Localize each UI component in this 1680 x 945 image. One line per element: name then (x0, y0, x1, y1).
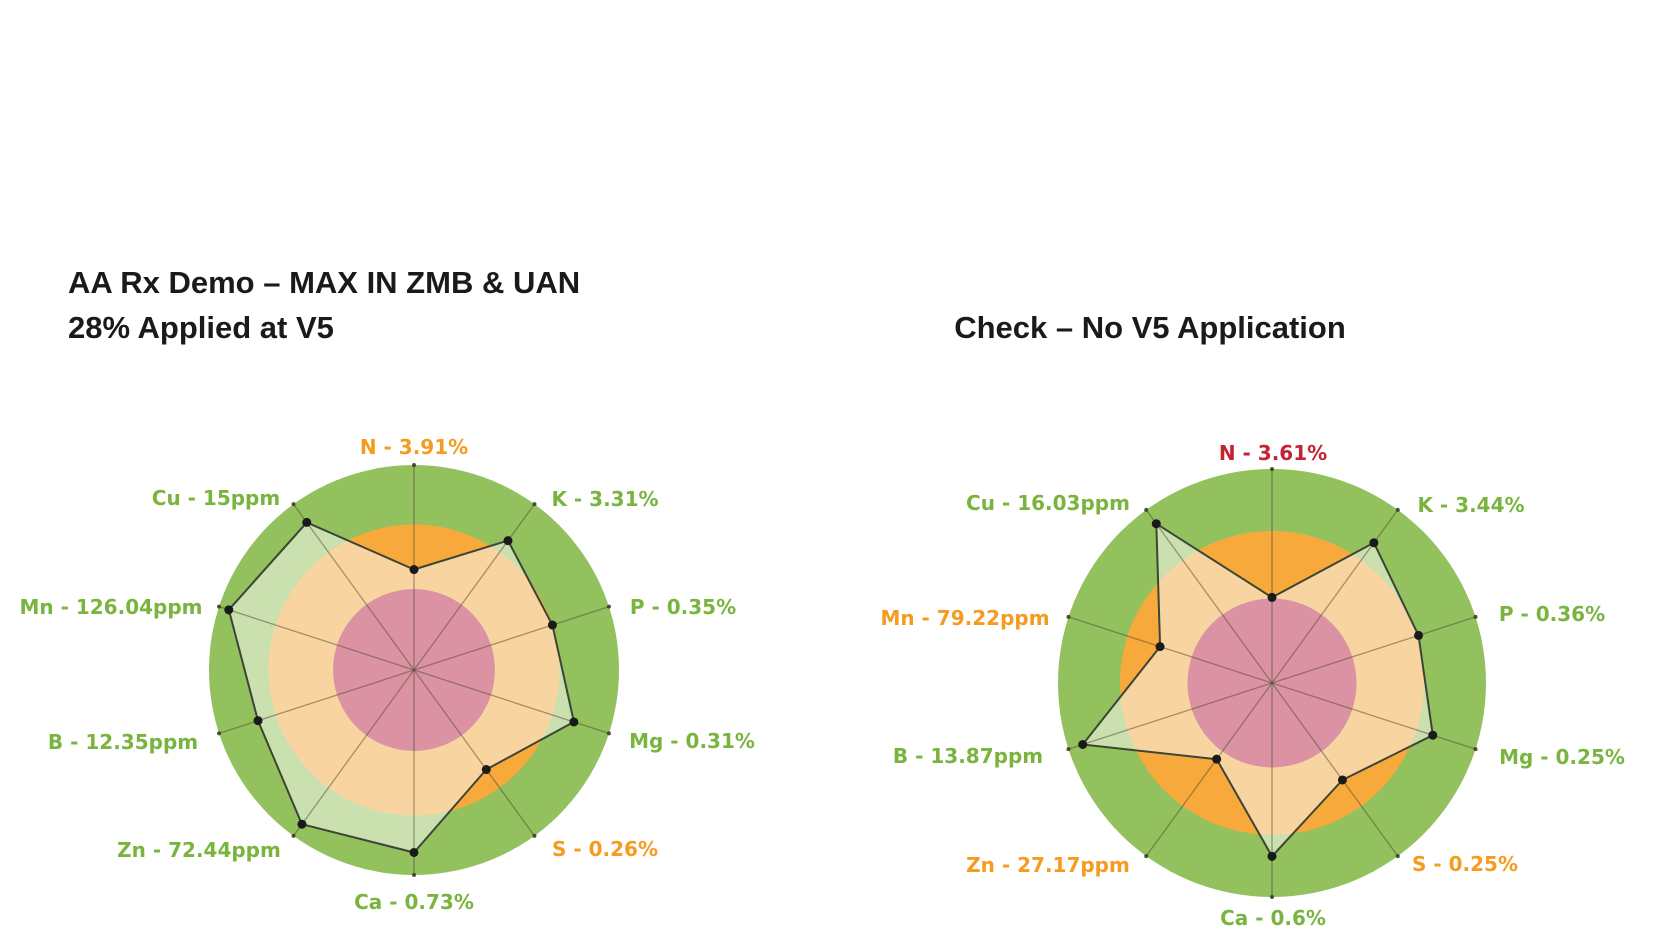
axis-tip-dot-k (1395, 507, 1400, 512)
axis-label-cu: Cu - 15ppm (152, 486, 280, 510)
axis-tip-dot-b (1066, 747, 1071, 752)
axis-tip-dot-cu (291, 502, 296, 507)
axis-spoke-s (1271, 682, 1399, 857)
axis-label-mg: Mg - 0.31% (629, 729, 755, 753)
left-chart-title: AA Rx Demo – MAX IN ZMB & UAN 28% Applie… (68, 260, 688, 350)
data-point-dot-mg (1428, 730, 1438, 740)
radar-chart-right: N - 3.61% K - 3.44% P - 0.36% Mg - 0.25% S -… (880, 441, 1624, 930)
left-chart-title-line1: AA Rx Demo – MAX IN ZMB & UAN (68, 265, 581, 300)
axis-tip-dot-s (1395, 854, 1400, 859)
axis-label-cu: Cu - 16.03ppm (966, 491, 1130, 515)
data-point-dot-n (409, 565, 419, 575)
data-point-dot-zn (1212, 754, 1222, 764)
radar-chart-left: N - 3.91% K - 3.31% P - 0.35% Mg - 0.31% S -… (19, 435, 754, 914)
data-point-dot-s (1337, 775, 1347, 785)
data-point-dot-n (1267, 592, 1277, 602)
axis-label-n: N - 3.91% (360, 435, 468, 459)
axis-spoke-p (1271, 616, 1476, 684)
axis-tip-dot-ca (412, 873, 416, 877)
data-point-dot-cu (1151, 519, 1161, 529)
axis-label-mn: Mn - 79.22ppm (880, 606, 1049, 630)
axis-tip-dot-mn (1066, 614, 1071, 619)
axis-tip-dot-p (1473, 614, 1478, 619)
data-point-dot-k (1369, 538, 1379, 548)
right-chart-title-line1: Check – No V5 Application (954, 310, 1346, 345)
axis-tip-dot-k (532, 502, 537, 507)
data-point-dot-ca (409, 847, 419, 857)
data-point-dot-b (1078, 740, 1088, 750)
axis-tip-dot-zn (1144, 854, 1149, 859)
data-point-dot-zn (297, 819, 307, 829)
right-chart-title: Check – No V5 Application (900, 305, 1400, 350)
axis-spoke-zn (292, 669, 415, 837)
data-point-dot-p (1414, 630, 1424, 640)
axis-label-mn: Mn - 126.04ppm (19, 595, 202, 619)
axis-label-p: P - 0.35% (630, 595, 736, 619)
axis-tip-dot-zn (291, 833, 296, 838)
data-point-dot-b (253, 716, 263, 726)
data-point-dot-mn (1155, 642, 1165, 652)
axis-label-b: B - 13.87ppm (893, 744, 1043, 768)
axis-tip-dot-n (412, 463, 416, 467)
axis-spoke-mn (218, 606, 415, 671)
axis-label-zn: Zn - 27.17ppm (966, 853, 1130, 877)
axis-label-k: K - 3.31% (551, 487, 658, 511)
data-point-dot-p (547, 620, 557, 630)
axis-spoke-cu (1145, 509, 1273, 684)
axis-label-zn: Zn - 72.44ppm (117, 838, 281, 862)
axis-label-s: S - 0.25% (1412, 852, 1518, 876)
axis-tip-dot-s (532, 833, 537, 838)
axis-label-ca: Ca - 0.6% (1220, 906, 1326, 930)
axis-spoke-zn (1145, 682, 1273, 857)
axis-spoke-k (1271, 509, 1399, 684)
axis-spoke-mn (1068, 616, 1273, 684)
axis-label-s: S - 0.26% (552, 837, 658, 861)
left-chart-title-line2: 28% Applied at V5 (68, 310, 334, 345)
axis-label-mg: Mg - 0.25% (1499, 745, 1625, 769)
axis-tip-dot-mg (606, 731, 611, 736)
axis-tip-dot-p (606, 604, 611, 609)
axis-tip-dot-mg (1473, 747, 1478, 752)
axis-spoke-s (413, 669, 536, 837)
data-point-dot-ca (1267, 851, 1277, 861)
axis-spoke-cu (292, 503, 415, 671)
data-point-dot-k (503, 536, 513, 546)
data-point-dot-mg (569, 717, 579, 727)
axis-label-k: K - 3.44% (1417, 493, 1524, 517)
axis-tip-dot-mn (217, 604, 222, 609)
axis-tip-dot-ca (1270, 895, 1274, 899)
axis-label-ca: Ca - 0.73% (354, 890, 474, 914)
data-point-dot-s (481, 765, 491, 775)
axis-spoke-k (413, 503, 536, 671)
axis-spoke-p (413, 606, 610, 671)
axis-spoke-mg (1271, 682, 1476, 750)
axis-spoke-b (1068, 682, 1273, 750)
axis-spoke-b (218, 669, 415, 734)
axis-label-p: P - 0.36% (1499, 602, 1605, 626)
axis-tip-dot-cu (1144, 507, 1149, 512)
axis-label-b: B - 12.35ppm (48, 730, 198, 754)
axis-tip-dot-n (1270, 467, 1274, 471)
axis-label-n: N - 3.61% (1219, 441, 1327, 465)
data-point-dot-mn (224, 605, 234, 615)
data-point-dot-cu (302, 517, 312, 527)
axis-tip-dot-b (217, 731, 222, 736)
